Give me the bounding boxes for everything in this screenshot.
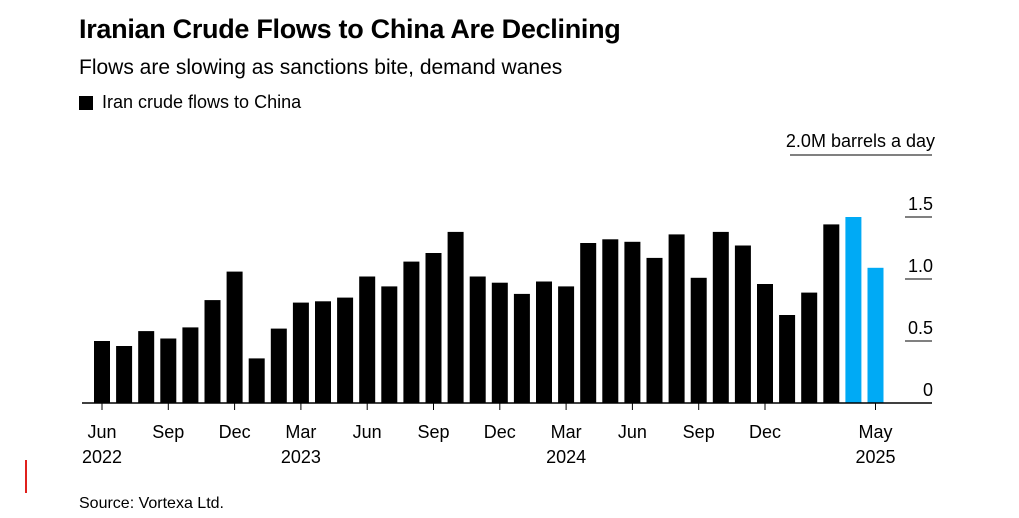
x-tick-year-label: 2025 — [855, 447, 895, 467]
bar — [558, 286, 575, 403]
bar — [757, 284, 773, 403]
bar — [668, 234, 685, 403]
bar — [646, 257, 663, 403]
bar-highlighted — [845, 217, 862, 403]
bar — [160, 338, 177, 403]
x-tick-label: Jun — [353, 422, 382, 442]
red-accent-mark — [25, 460, 27, 493]
bar — [270, 328, 287, 403]
x-tick-label: May — [858, 422, 892, 442]
x-tick-label: Jun — [618, 422, 647, 442]
x-tick-label: Dec — [219, 422, 251, 442]
bar — [425, 253, 442, 403]
bar — [292, 302, 309, 403]
x-tick-label: Mar — [551, 422, 582, 442]
chart-subtitle: Flows are slowing as sanctions bite, dem… — [79, 56, 563, 79]
bar — [337, 297, 354, 403]
x-tick-label: Mar — [285, 422, 316, 442]
bar — [779, 315, 796, 403]
bar — [580, 243, 597, 403]
legend-label: Iran crude flows to China — [102, 92, 302, 112]
x-tick-year-label: 2024 — [546, 447, 586, 467]
bar — [491, 282, 508, 403]
x-tick-year-label: 2023 — [281, 447, 321, 467]
bar — [690, 277, 707, 403]
y-tick-label: 0 — [923, 380, 933, 400]
bar — [801, 292, 818, 403]
bar — [315, 301, 331, 403]
bar — [712, 231, 729, 403]
bar — [359, 276, 376, 403]
bar — [513, 293, 530, 403]
bar — [624, 241, 641, 403]
bar — [116, 346, 133, 403]
x-tick-label: Jun — [87, 422, 116, 442]
x-tick-label: Sep — [683, 422, 715, 442]
y-unit-label: 2.0M barrels a day — [786, 131, 935, 151]
bar — [469, 276, 486, 403]
bar — [226, 271, 243, 403]
bar — [734, 245, 751, 403]
bar — [823, 224, 840, 403]
x-tick-label: Sep — [152, 422, 184, 442]
bar — [138, 331, 155, 403]
y-tick-label: 1.0 — [908, 256, 933, 276]
chart-title: Iranian Crude Flows to China Are Declini… — [79, 14, 621, 44]
bar — [602, 239, 619, 403]
y-tick-label: 1.5 — [908, 194, 933, 214]
source-note: Source: Vortexa Ltd. — [79, 495, 224, 512]
x-tick-year-label: 2022 — [82, 447, 122, 467]
x-tick-label: Dec — [484, 422, 516, 442]
bar-highlighted — [867, 267, 884, 403]
bar — [536, 281, 552, 403]
bar — [248, 358, 265, 403]
x-tick-label: Sep — [417, 422, 449, 442]
legend: Iran crude flows to China — [79, 92, 301, 113]
x-tick-label: Dec — [749, 422, 781, 442]
legend-swatch-icon — [79, 95, 93, 110]
bar — [403, 261, 420, 403]
bar — [204, 300, 221, 403]
bar — [94, 341, 110, 403]
bar — [381, 286, 398, 403]
y-tick-label: 0.5 — [908, 318, 933, 338]
bar — [447, 231, 464, 403]
bar — [182, 327, 199, 403]
